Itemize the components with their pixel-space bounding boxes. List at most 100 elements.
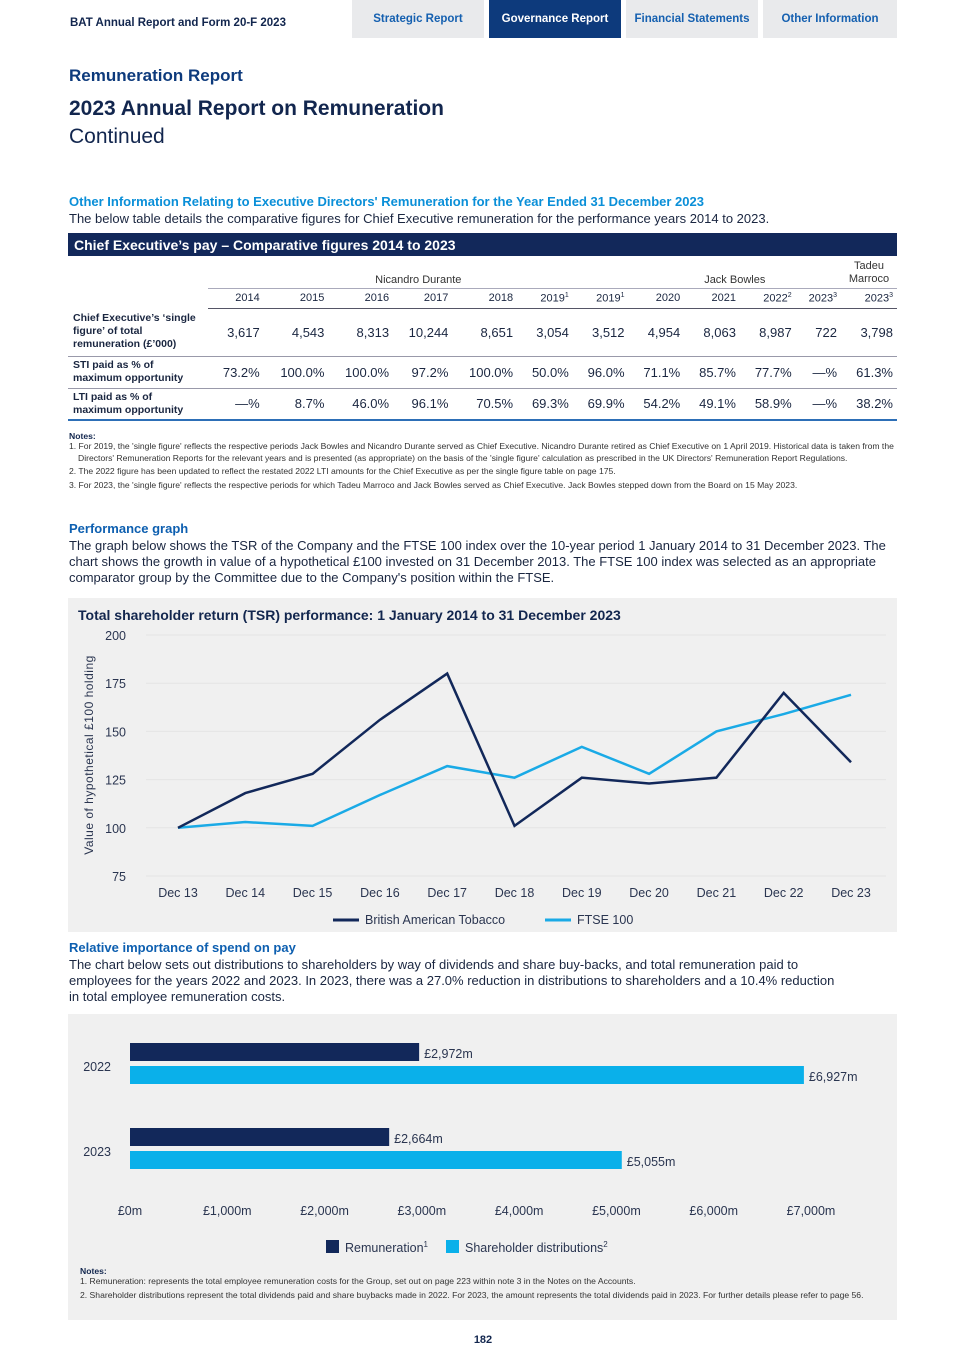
table-cell: 69.3% — [517, 388, 573, 421]
legend-label: FTSE 100 — [577, 913, 633, 927]
year-header: 2015 — [263, 287, 329, 309]
x-tick-label: Dec 13 — [158, 886, 198, 900]
year: 2016 — [364, 292, 390, 304]
y-tick-label: 100 — [105, 822, 126, 836]
table-cell: 71.1% — [628, 356, 685, 389]
x-tick-label: Dec 18 — [495, 886, 535, 900]
note-3: 3. For 2023, the 'single figure' reflect… — [69, 479, 798, 490]
year-header: 2017 — [393, 287, 453, 309]
y-axis-label: Value of hypothetical £100 holding — [82, 655, 96, 855]
table-cell: —% — [795, 388, 841, 421]
footnote-ref: 3 — [833, 291, 837, 299]
x-tick-label: £0m — [118, 1204, 142, 1218]
year-header: 20233 — [795, 287, 841, 309]
table-cell: 96.0% — [572, 356, 629, 389]
table-cell: 97.2% — [393, 356, 453, 389]
x-tick-label: £6,000m — [689, 1204, 738, 1218]
footnote-ref: 1 — [424, 1240, 429, 1249]
table-cell: 100.0% — [328, 356, 394, 389]
table-cell: 96.1% — [393, 388, 453, 421]
year: 2014 — [235, 292, 260, 304]
x-tick-label: Dec 23 — [831, 886, 871, 900]
year: 2019 — [596, 292, 621, 305]
other-info-text: The below table details the comparative … — [69, 211, 770, 226]
legend-label: British American Tobacco — [365, 913, 505, 927]
row-label: LTI paid as % of maximum opportunity — [68, 388, 208, 421]
section-title: Remuneration Report — [69, 66, 243, 85]
year-header: 20191 — [517, 287, 573, 309]
table-notes: Notes: 1. For 2019, the 'single figure' … — [69, 431, 898, 491]
spend-heading: Relative importance of spend on pay — [69, 940, 296, 955]
x-tick-label: £2,000m — [300, 1204, 349, 1218]
table-cell: 100.0% — [263, 356, 329, 389]
note-2: 2. The 2022 figure has been updated to r… — [69, 466, 616, 476]
bar-shareholder-distributions — [130, 1151, 622, 1169]
footnote-ref: 2 — [603, 1240, 608, 1249]
x-tick-label: Dec 17 — [427, 886, 467, 900]
x-tick-label: £1,000m — [203, 1204, 252, 1218]
x-tick-label: Dec 15 — [293, 886, 333, 900]
notes-heading: Notes: — [80, 1266, 107, 1276]
table-cell: 8,063 — [684, 308, 740, 357]
year-header: 20191 — [572, 287, 629, 309]
tab-other-information[interactable]: Other Information — [763, 0, 897, 38]
x-tick-label: Dec 16 — [360, 886, 400, 900]
table-cell: —% — [208, 388, 264, 421]
footnote-ref: 3 — [889, 291, 893, 299]
table-cell: 49.1% — [684, 388, 740, 421]
year-header: 2021 — [684, 287, 740, 309]
tab-financial-statements[interactable]: Financial Statements — [626, 0, 758, 38]
year: 2022 — [763, 292, 788, 305]
y-tick-label: 75 — [112, 870, 126, 884]
tsr-chart: Total shareholder return (TSR) performan… — [68, 598, 897, 932]
x-tick-label: Dec 22 — [764, 886, 804, 900]
bar-label: £2,664m — [394, 1132, 443, 1146]
table-cell: 100.0% — [452, 356, 518, 389]
year-header: 2018 — [452, 287, 518, 309]
y-tick-label: 175 — [105, 677, 126, 691]
table-cell: 73.2% — [208, 356, 264, 389]
x-tick-label: £7,000m — [787, 1204, 836, 1218]
table-cell: —% — [795, 356, 841, 389]
x-tick-label: £4,000m — [495, 1204, 544, 1218]
table-cell: 8,651 — [452, 308, 518, 357]
table-cell: 3,798 — [841, 308, 897, 357]
x-tick-label: Dec 19 — [562, 886, 602, 900]
note-1: 1. For 2019, the 'single figure' reflect… — [69, 441, 894, 463]
other-info-heading: Other Information Relating to Executive … — [69, 194, 704, 209]
table-cell: 8.7% — [263, 388, 329, 421]
x-tick-label: £3,000m — [398, 1204, 447, 1218]
legend-label: Shareholder distributions2 — [465, 1240, 608, 1255]
table-cell: 85.7% — [684, 356, 740, 389]
legend-swatch — [446, 1240, 459, 1253]
year: 2015 — [299, 292, 325, 304]
footnote-ref: 1 — [620, 291, 625, 299]
year-header: 2020 — [628, 287, 685, 309]
table-cell: 38.2% — [841, 388, 897, 421]
table-cell: 77.7% — [739, 356, 796, 389]
legend-swatch — [326, 1240, 339, 1253]
y-tick-label: 125 — [105, 774, 126, 788]
year: 2017 — [423, 292, 449, 304]
page-title: 2023 Annual Report on Remuneration — [69, 97, 444, 120]
table-title: Chief Executive’s pay – Comparative figu… — [68, 233, 897, 256]
year-header: 2014 — [208, 287, 264, 309]
name-durante: Nicandro Durante — [375, 273, 462, 286]
note-2: 2. Shareholder distributions represent t… — [80, 1289, 864, 1300]
tab-governance-report[interactable]: Governance Report — [489, 0, 621, 38]
page-subtitle: Continued — [69, 125, 165, 148]
footnote-ref: 1 — [564, 291, 569, 299]
report-title: BAT Annual Report and Form 20-F 2023 — [70, 17, 286, 29]
legend-label: Remuneration1 — [345, 1240, 429, 1255]
spend-chart: 2022 £2,972m £6,927m 2023 £2,664m £5,055m £0m £… — [68, 1014, 897, 1320]
table-cell: 69.9% — [572, 388, 629, 421]
chart-title: Total shareholder return (TSR) performan… — [78, 607, 621, 623]
table-cell: 3,617 — [208, 308, 264, 357]
series-line-british-american-tobacco — [177, 671, 852, 829]
x-tick-label: Dec 21 — [697, 886, 737, 900]
table-cell: 722 — [795, 308, 841, 357]
bar-label: £6,927m — [809, 1070, 858, 1084]
table-cell: 61.3% — [841, 356, 897, 389]
table-cell: 46.0% — [328, 388, 394, 421]
tab-strategic-report[interactable]: Strategic Report — [352, 0, 484, 38]
